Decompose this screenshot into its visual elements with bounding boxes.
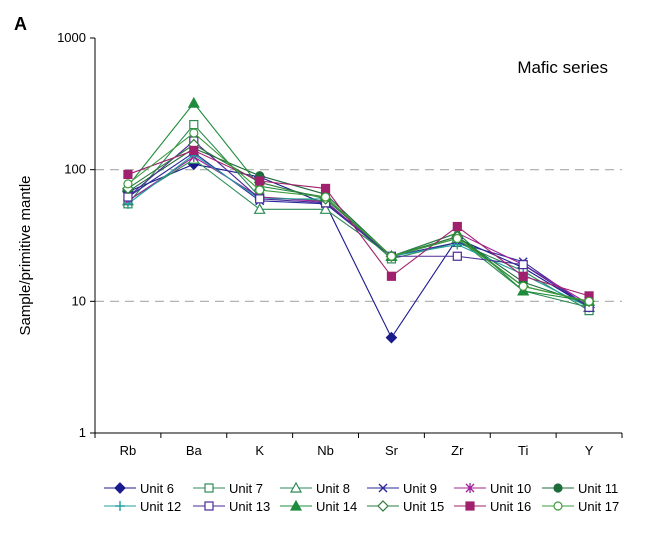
series-line: [127, 163, 590, 339]
data-point: [386, 251, 397, 261]
data-point: [255, 194, 265, 204]
legend-marker: [204, 483, 214, 493]
data-point: [518, 260, 528, 270]
x-tick-label: Rb: [120, 443, 137, 458]
legend-label: Unit 10: [490, 481, 531, 496]
data-point: [189, 145, 199, 156]
data-point: [584, 296, 594, 306]
gridlines: [95, 169, 622, 302]
legend-label: Unit 6: [140, 481, 174, 496]
series-line: [127, 132, 590, 302]
data-point: [123, 169, 133, 180]
legend-label: Unit 14: [316, 499, 357, 514]
data-point: [189, 119, 199, 130]
legend-label: Unit 9: [403, 481, 437, 496]
legend-marker: [204, 501, 214, 511]
data-point: [518, 281, 528, 291]
axes: [90, 37, 623, 438]
y-tick-labels: 1 10 100 1000: [57, 30, 86, 440]
x-tick-label: Ba: [186, 443, 203, 458]
x-tick-labels: Rb Ba K Nb Sr Zr Ti Y: [120, 443, 594, 458]
legend-item: Unit 15: [367, 499, 444, 514]
legend-label: Unit 17: [578, 499, 619, 514]
legend-item: Unit 10: [454, 481, 531, 496]
data-point: [123, 179, 133, 189]
legend-marker: [378, 483, 388, 493]
legend-marker: [377, 500, 389, 512]
series-unit-17: [123, 128, 594, 306]
data-point: [518, 271, 528, 281]
legend-label: Unit 8: [316, 481, 350, 496]
data-point: [385, 331, 398, 344]
legend-label: Unit 11: [578, 481, 618, 496]
legend-item: Unit 9: [367, 481, 437, 496]
data-point: [319, 203, 332, 214]
legend-label: Unit 15: [403, 499, 444, 514]
x-tick-label: Sr: [385, 443, 399, 458]
legend-marker: [465, 501, 475, 511]
data-point: [452, 251, 462, 261]
x-tick-label: Nb: [317, 443, 334, 458]
legend-marker: [115, 501, 125, 511]
legend-marker: [553, 501, 563, 511]
data-point: [187, 96, 200, 108]
panel-label: A: [14, 14, 27, 34]
legend-item: Unit 16: [454, 499, 531, 514]
series-line: [127, 147, 590, 305]
series-group: [121, 96, 596, 344]
legend-label: Unit 13: [229, 499, 270, 514]
legend-marker: [114, 482, 126, 494]
x-tick-label: Y: [585, 443, 594, 458]
x-tick-label: K: [255, 443, 264, 458]
legend: Unit 6 Unit 7 Unit 8 Unit 9 Unit 10 Unit 11 Un…: [104, 481, 619, 514]
series-line: [127, 149, 590, 297]
data-point: [452, 221, 462, 232]
legend-marker: [289, 481, 303, 493]
x-tick-label: Ti: [518, 443, 528, 458]
y-axis-label: Sample/primitive mantle: [17, 175, 34, 335]
data-point: [253, 203, 266, 214]
data-point: [320, 192, 331, 202]
legend-item: Unit 11: [542, 481, 618, 496]
legend-label: Unit 16: [490, 499, 531, 514]
legend-item: Unit 8: [280, 481, 350, 496]
x-tick-label: Zr: [451, 443, 464, 458]
legend-marker: [465, 483, 475, 493]
legend-marker: [289, 499, 303, 511]
y-tick-label: 10: [72, 293, 86, 308]
data-point: [255, 185, 265, 195]
legend-item: Unit 12: [104, 499, 181, 514]
y-tick-label: 1000: [57, 30, 86, 45]
legend-marker: [553, 483, 563, 493]
legend-item: Unit 17: [542, 499, 619, 514]
legend-label: Unit 12: [140, 499, 181, 514]
data-point: [189, 128, 199, 138]
data-point: [452, 233, 462, 244]
series-unit-6: [122, 158, 595, 344]
series-unit-16: [123, 145, 594, 301]
legend-item: Unit 14: [280, 499, 357, 514]
legend-label: Unit 7: [229, 481, 263, 496]
data-point: [255, 176, 265, 186]
legend-item: Unit 7: [193, 481, 263, 496]
data-point: [320, 183, 331, 194]
legend-item: Unit 6: [104, 481, 174, 496]
y-tick-label: 1: [79, 425, 86, 440]
y-tick-label: 100: [64, 162, 86, 177]
data-point: [386, 271, 397, 281]
legend-item: Unit 13: [193, 499, 270, 514]
chart-annotation: Mafic series: [517, 58, 608, 77]
